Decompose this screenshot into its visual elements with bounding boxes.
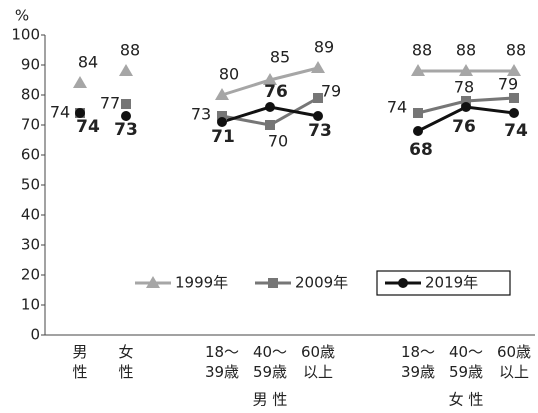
data-label: 84	[78, 53, 98, 72]
x-tick-line: 以上	[499, 363, 529, 381]
x-tick-label: 18〜 39歳	[401, 343, 435, 381]
data-label: 73	[191, 105, 211, 124]
data-label: 77	[100, 94, 120, 113]
legend-label: 2009年	[295, 274, 348, 292]
data-label: 68	[409, 140, 433, 160]
x-tick-line: 40〜	[253, 343, 287, 361]
data-label: 76	[452, 117, 476, 137]
legend-label: 1999年	[175, 274, 228, 292]
data-label: 88	[120, 41, 140, 60]
y-tick-label: 50	[21, 176, 40, 194]
x-tick-line: 39歳	[205, 363, 239, 381]
y-tick-label: 40	[21, 206, 40, 224]
marker	[398, 278, 408, 288]
data-label: 71	[211, 127, 235, 147]
marker	[121, 111, 131, 121]
marker	[215, 88, 229, 100]
marker	[509, 108, 519, 118]
x-tick-label: 40〜 59歳	[449, 343, 483, 381]
x-tick-label: 18〜 39歳	[205, 343, 239, 381]
data-label: 76	[264, 82, 288, 102]
x-tick-label: 男性	[72, 343, 87, 381]
marker	[509, 93, 519, 103]
data-label: 74	[387, 98, 407, 117]
x-tick-line: 女	[118, 343, 133, 361]
marker	[461, 102, 471, 112]
marker	[459, 64, 473, 76]
data-label: 88	[412, 41, 432, 60]
marker	[313, 111, 323, 121]
marker	[313, 93, 323, 103]
x-tick-line: 60歳	[301, 343, 335, 361]
marker	[311, 61, 325, 73]
x-tick-label: 60歳以上	[301, 343, 335, 381]
data-label: 73	[114, 120, 138, 140]
marker	[75, 108, 85, 118]
x-tick-line: 59歳	[449, 363, 483, 381]
marker	[413, 108, 423, 118]
x-tick-line: 男	[72, 343, 87, 361]
marker	[265, 102, 275, 112]
data-label: 79	[498, 75, 518, 94]
data-label: 85	[270, 48, 290, 67]
group-label: 男 性	[253, 391, 288, 409]
x-tick-line: 18〜	[205, 343, 239, 361]
y-tick-label: 60	[21, 146, 40, 164]
data-label: 88	[506, 41, 526, 60]
y-tick-label: 30	[21, 236, 40, 254]
y-tick-label: 10	[21, 296, 40, 314]
y-tick-label: 0	[30, 326, 40, 344]
data-label: 70	[268, 132, 288, 151]
marker	[146, 276, 160, 288]
data-label: 80	[219, 65, 239, 84]
x-tick-line: 性	[72, 363, 87, 381]
y-unit: %	[15, 7, 29, 25]
data-label: 73	[308, 121, 332, 141]
data-label: 79	[321, 82, 341, 101]
x-tick-label: 60歳以上	[497, 343, 531, 381]
y-tick-label: 70	[21, 116, 40, 134]
x-tick-label: 女性	[118, 343, 133, 381]
x-tick-line: 性	[118, 363, 133, 381]
marker	[413, 126, 423, 136]
marker	[461, 96, 471, 106]
x-tick-line: 60歳	[497, 343, 531, 361]
data-label: 74	[76, 117, 100, 137]
marker	[119, 64, 133, 76]
data-label: 74	[504, 121, 528, 141]
marker	[121, 99, 131, 109]
data-label: 88	[456, 41, 476, 60]
data-label: 78	[454, 78, 474, 97]
y-tick-label: 100	[11, 26, 40, 44]
marker	[263, 73, 277, 85]
marker	[73, 76, 87, 88]
y-tick-label: 90	[21, 56, 40, 74]
x-tick-label: 40〜 59歳	[253, 343, 287, 381]
legend-label: 2019年	[425, 274, 478, 292]
marker	[411, 64, 425, 76]
group-label: 女 性	[449, 391, 484, 409]
x-tick-line: 以上	[303, 363, 333, 381]
marker	[217, 117, 227, 127]
x-tick-line: 40〜	[449, 343, 483, 361]
y-tick-label: 80	[21, 86, 40, 104]
marker	[217, 111, 227, 121]
legend-box	[376, 270, 511, 296]
x-tick-line: 59歳	[253, 363, 287, 381]
data-label: 89	[314, 38, 334, 57]
y-tick-label: 20	[21, 266, 40, 284]
x-tick-line: 39歳	[401, 363, 435, 381]
marker	[265, 120, 275, 130]
marker	[507, 64, 521, 76]
x-tick-line: 18〜	[401, 343, 435, 361]
marker	[268, 278, 278, 288]
data-label: 74	[50, 103, 70, 122]
